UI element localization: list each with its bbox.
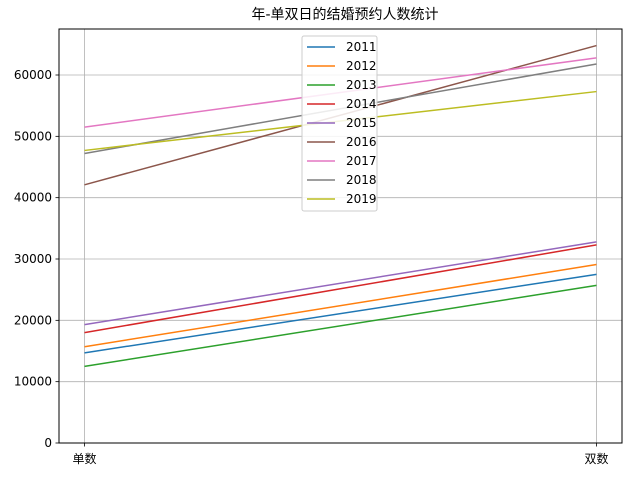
- legend-box: [301, 35, 378, 212]
- series-line-2014: [84, 244, 597, 334]
- legend-label-2015: 2015: [346, 116, 377, 130]
- y-tick-label: 40000: [14, 191, 52, 205]
- legend-label-2014: 2014: [346, 97, 377, 111]
- series-line-2015: [84, 241, 597, 326]
- chart-title: 年-单双日的结婚预约人数统计: [251, 7, 438, 23]
- legend-label-2016: 2016: [346, 135, 377, 149]
- x-tick-label: 单数: [72, 451, 96, 466]
- legend-label-2012: 2012: [346, 59, 377, 73]
- series-line-2011: [84, 273, 597, 354]
- y-tick-label: 30000: [14, 252, 52, 266]
- y-tick-label: 20000: [14, 313, 52, 327]
- legend-label-2019: 2019: [346, 192, 377, 206]
- legend-label-2017: 2017: [346, 154, 377, 168]
- y-tick-label: 60000: [14, 68, 52, 82]
- series-line-2013: [84, 284, 597, 368]
- legend-label-2011: 2011: [346, 40, 377, 54]
- y-tick-label: 50000: [14, 129, 52, 143]
- x-tick-label: 双数: [584, 451, 608, 466]
- y-tick-label: 10000: [14, 375, 52, 389]
- series-line-2012: [84, 263, 597, 348]
- plot-frame: [58, 28, 623, 444]
- legend-label-2013: 2013: [346, 78, 377, 92]
- legend-label-2018: 2018: [346, 173, 377, 187]
- legend: 2011 2012 2013 2014 2015 2016 2017 2018 2019: [301, 35, 378, 212]
- y-tick-label: 0: [44, 436, 52, 450]
- axes: 0 10000 20000 30000 40000 50000 60000 单数 双数: [14, 68, 609, 466]
